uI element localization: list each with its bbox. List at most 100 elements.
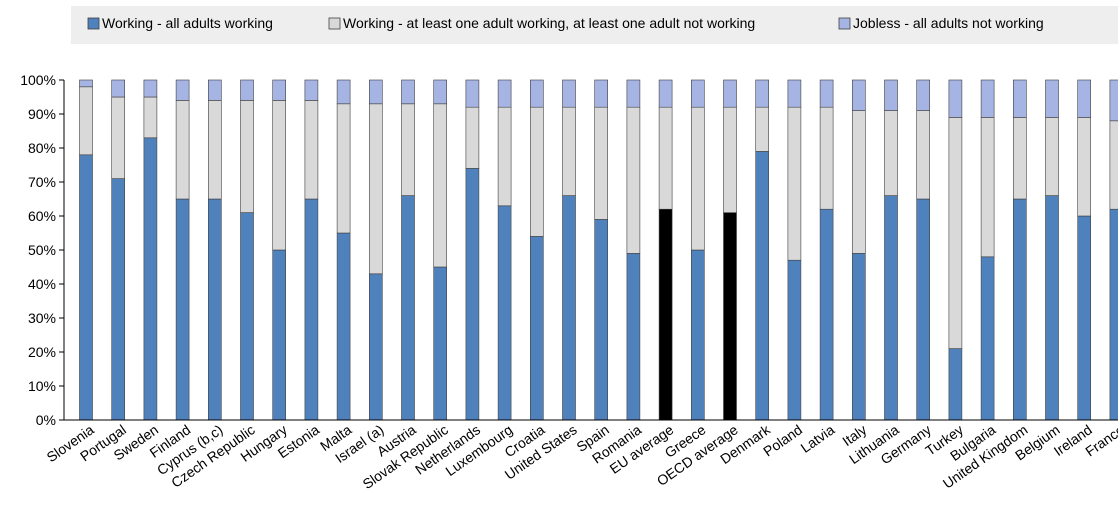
bar-segment [884,79,898,111]
legend-swatch-0 [87,17,100,30]
bar-segment [1045,195,1059,421]
bar-segment [175,79,190,101]
legend-swatch-2 [838,17,851,30]
bar-segment [626,79,641,108]
bar-segment [594,79,609,108]
bar-segment [111,178,125,421]
legend-swatch-1 [328,17,341,30]
bar-segment [787,259,802,421]
bar-segment [272,79,287,101]
bar-segment [819,79,834,108]
bar-segment [175,100,190,200]
x-tick-label: Latvia [798,421,838,456]
bar-segment [433,79,448,105]
bar-segment [690,249,705,421]
bar-segment [658,208,673,421]
bar-segment [690,106,705,251]
bar-segment [272,249,287,421]
bar-segment [1077,79,1091,118]
bar-segment [562,79,576,108]
bar-segment [1077,117,1091,217]
bar-segment [980,256,995,421]
bar-segment [755,151,770,421]
bar-segment [401,79,415,105]
bar-segment [143,137,158,421]
bar-segment [401,103,415,196]
bar-segment [529,236,544,421]
bar-segment [304,198,319,421]
bar-segment [240,212,254,421]
y-tick-label: 0% [36,412,56,428]
bar-segment [1109,120,1118,210]
bar-segment [723,79,737,108]
legend-label-1: Working - at least one adult working, at… [343,15,755,31]
bar-segment [851,110,866,254]
bar-segment [240,100,254,213]
bar-segment [916,198,931,421]
bar-segment [851,253,866,421]
y-tick-label: 40% [28,276,56,292]
bar-segment [658,106,673,210]
bar-segment [208,198,222,421]
bar-segment [626,106,641,254]
bar-segment [916,110,931,200]
legend-label-2: Jobless - all adults not working [853,15,1044,31]
bar-segment [1045,79,1059,118]
bar-segment [497,205,512,421]
bar-segment [916,79,931,111]
y-tick-label: 30% [28,310,56,326]
y-tick-label: 50% [28,242,56,258]
bar-segment [111,96,125,179]
bar-segment [111,79,125,98]
bar-segment [787,79,802,108]
y-tick-label: 90% [28,106,56,122]
bar-segment [336,103,351,234]
bar-segment [948,79,963,118]
bar-segment [368,273,383,421]
bar-segment [529,79,544,108]
bar-segment [787,106,802,261]
bar-segment [433,103,448,268]
bar-segment [562,106,576,196]
y-tick-label: 60% [28,208,56,224]
bar-segment [819,106,834,210]
bar-segment [208,100,222,200]
legend: Working - all adults working Working - at… [71,6,1118,44]
y-tick-label: 100% [20,72,56,88]
bar-segment [562,195,576,421]
bar-segment [175,198,190,421]
legend-label-0: Working - all adults working [102,15,273,31]
bar-segment [884,110,898,196]
bar-segment [497,106,512,207]
bar-segment [723,106,737,213]
bar-segment [819,208,834,421]
bar-segment [851,79,866,111]
bar-segment [658,79,673,108]
bar-segment [272,100,287,251]
bar-segment [1012,198,1027,421]
bar-segment [79,79,93,88]
bar-segment [1045,117,1059,196]
bar-segment [368,103,383,275]
bar-segment [755,79,770,108]
bar-segment [1012,79,1027,118]
bar-segment [980,79,995,118]
bar-segment [465,79,480,108]
bar-segment [304,100,319,200]
bar-segment [465,168,480,421]
bar-segment [884,195,898,421]
bar-segment [79,86,93,156]
bar-segment [208,79,222,101]
y-tick-label: 10% [28,378,56,394]
y-tick-label: 20% [28,344,56,360]
bar-segment [465,106,480,169]
bar-segment [497,79,512,108]
bar-segment [626,253,641,421]
bar-segment [980,117,995,258]
bar-segment [368,79,383,105]
bar-segment [433,266,448,421]
bar-segment [723,212,737,421]
bar-segment [948,348,963,421]
